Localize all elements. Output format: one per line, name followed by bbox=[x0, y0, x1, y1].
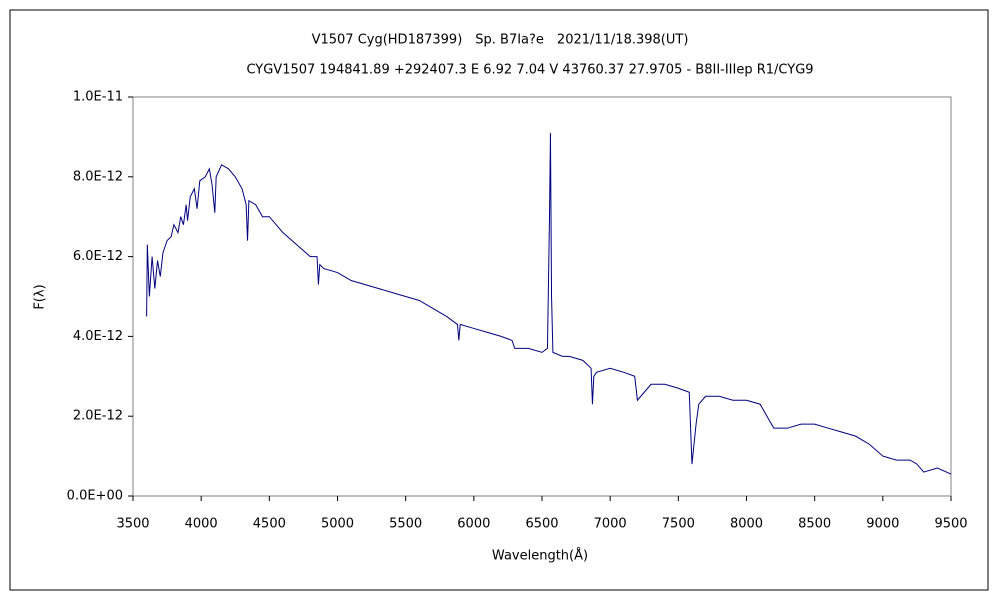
x-tick-label: 9000 bbox=[866, 517, 899, 532]
x-tick-label: 7000 bbox=[594, 517, 627, 532]
x-tick-label: 6000 bbox=[457, 517, 490, 532]
x-tick-label: 5500 bbox=[389, 517, 422, 532]
y-axis-label: F(λ) bbox=[33, 284, 48, 309]
x-tick-label: 7500 bbox=[662, 517, 695, 532]
plot-area bbox=[132, 96, 952, 497]
x-tick-label: 4500 bbox=[253, 517, 286, 532]
y-tick-label: 1.0E-11 bbox=[73, 90, 123, 105]
x-tick-label: 6500 bbox=[525, 517, 558, 532]
x-tick-label: 8000 bbox=[730, 517, 763, 532]
spectrum-line bbox=[146, 132, 952, 475]
x-tick-label: 5000 bbox=[321, 517, 354, 532]
x-tick-label: 9500 bbox=[934, 517, 967, 532]
x-tick-label: 8500 bbox=[798, 517, 831, 532]
y-tick-label: 6.0E-12 bbox=[73, 249, 123, 264]
chart-title: V1507 Cyg(HD187399) Sp. B7Ia?e 2021/11/1… bbox=[312, 33, 689, 48]
y-tick-label: 2.0E-12 bbox=[73, 409, 123, 424]
y-tick-label: 8.0E-12 bbox=[73, 169, 123, 184]
y-tick-label: 0.0E+00 bbox=[67, 489, 123, 504]
chart-subtitle: CYGV1507 194841.89 +292407.3 E 6.92 7.04… bbox=[246, 63, 813, 78]
y-tick-label: 4.0E-12 bbox=[73, 329, 123, 344]
x-axis-label: Wavelength(Å) bbox=[492, 548, 588, 564]
x-tick-label: 4000 bbox=[185, 517, 218, 532]
x-tick-label: 3500 bbox=[116, 517, 149, 532]
